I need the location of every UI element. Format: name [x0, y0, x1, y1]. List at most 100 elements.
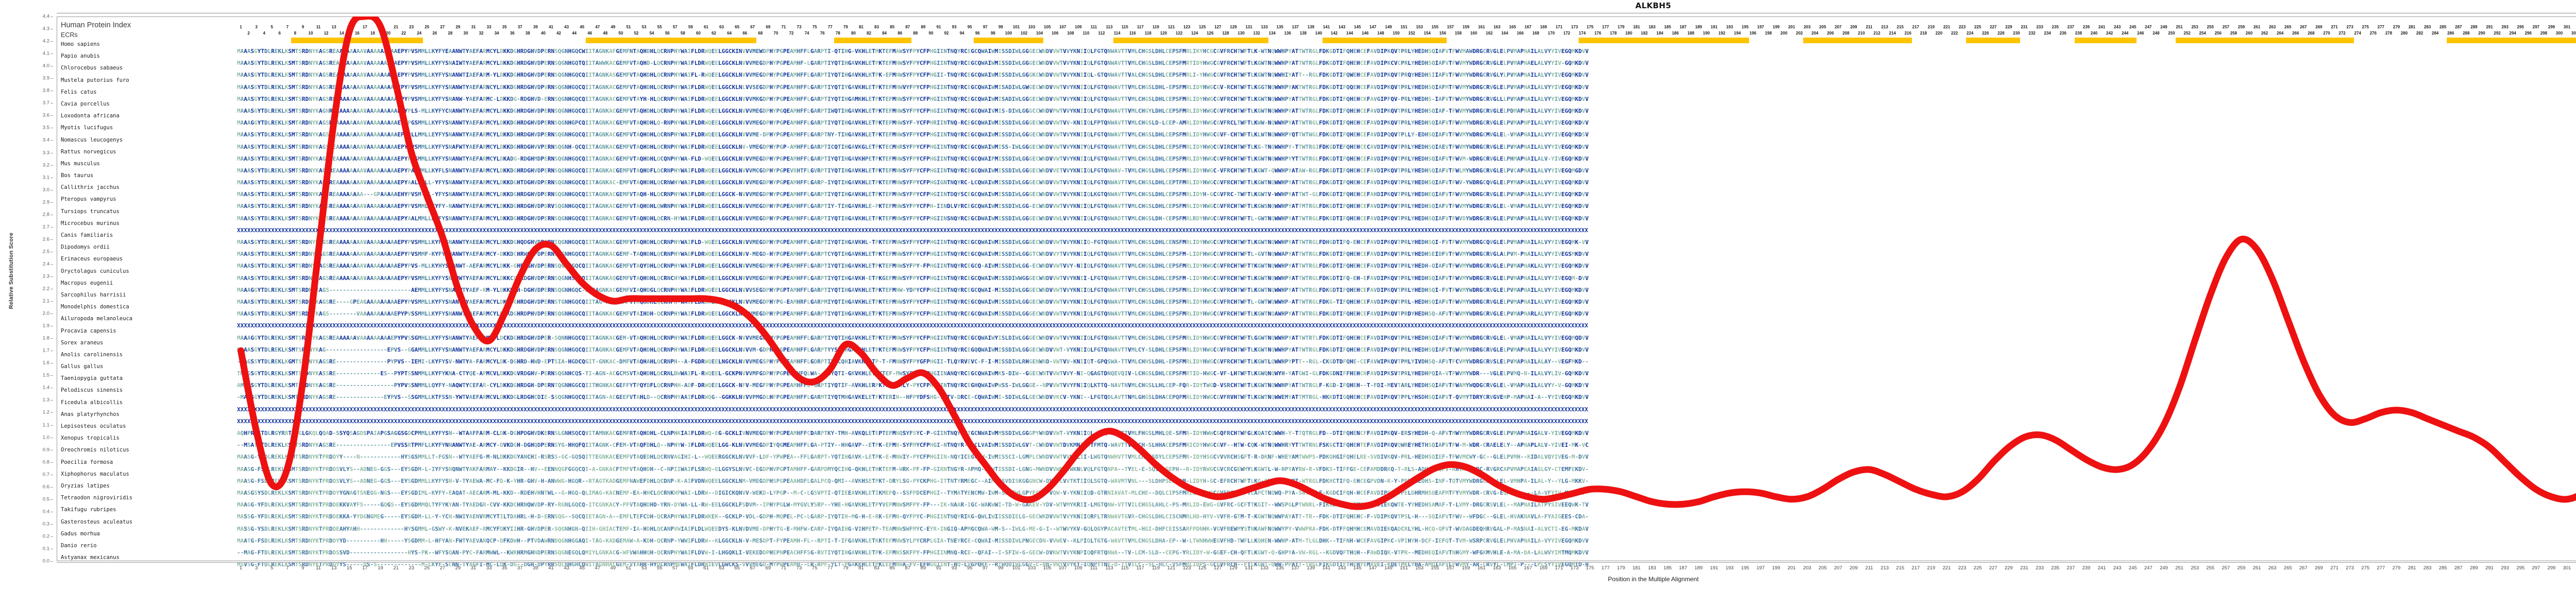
- residue-run: AT: [1292, 60, 1298, 66]
- residue-run: P: [408, 72, 411, 78]
- residue-run: T: [1298, 179, 1302, 186]
- species-label[interactable]: Bos taurus: [61, 170, 231, 182]
- species-label[interactable]: Pteropus vampyrus: [61, 194, 231, 205]
- y-tick-label: 2.6: [43, 236, 49, 242]
- species-label[interactable]: Pelodiscus sinensis: [61, 385, 231, 396]
- residue-run: R: [271, 203, 275, 210]
- residue-run: WTR: [1302, 48, 1312, 55]
- species-label[interactable]: Mustela putorius furo: [61, 75, 231, 86]
- residue-run: EA: [333, 131, 340, 138]
- species-label[interactable]: Microcebus murinus: [61, 218, 231, 230]
- species-label[interactable]: Rattus norvegicus: [61, 146, 231, 158]
- residue-run: G: [1210, 167, 1213, 174]
- species-label[interactable]: Oreochromis niloticus: [61, 444, 231, 456]
- residue-run: AL: [1537, 96, 1544, 102]
- species-label[interactable]: Poecilia formosa: [61, 457, 231, 468]
- residue-run: H: [861, 48, 865, 55]
- species-label[interactable]: Takifugu rubripes: [61, 504, 231, 516]
- species-label[interactable]: Monodelphis domestica: [61, 301, 231, 313]
- residue-run: RN: [548, 179, 554, 186]
- residue-run: T: [947, 144, 951, 150]
- residue-run: IN: [940, 155, 947, 162]
- residue-run: VME: [749, 155, 759, 162]
- species-label[interactable]: Oryctolagus cuniculus: [61, 266, 231, 277]
- species-label[interactable]: Cavia porcellus: [61, 98, 231, 110]
- residue-run: FLDR: [691, 60, 705, 66]
- species-label[interactable]: Gallus gallus: [61, 361, 231, 373]
- residue-run: RC: [960, 72, 967, 78]
- species-label[interactable]: Ficedula albicollis: [61, 397, 231, 409]
- residue-run: V: [534, 72, 537, 78]
- residue-run: V: [855, 155, 858, 162]
- residue-run: L: [425, 48, 428, 55]
- residue-run: FY: [438, 179, 445, 186]
- residue-run: C: [974, 179, 978, 186]
- species-label[interactable]: Chlorocebus sabaeus: [61, 62, 231, 74]
- species-label[interactable]: Oryzias latipes: [61, 480, 231, 492]
- residue-run: W: [681, 215, 684, 222]
- column-number: 156: [1439, 31, 1446, 36]
- species-label[interactable]: Taeniopygia guttata: [61, 373, 231, 385]
- species-label[interactable]: Mus musculus: [61, 158, 231, 170]
- species-label[interactable]: Xiphophorus maculatus: [61, 468, 231, 480]
- residue-run: PV: [1506, 48, 1513, 55]
- species-label[interactable]: Macropus eugenii: [61, 277, 231, 289]
- species-label[interactable]: Callithrix jacchus: [61, 182, 231, 194]
- residue-run: SM: [288, 60, 295, 66]
- residue-run: QH: [640, 144, 647, 150]
- species-label[interactable]: Papio anubis: [61, 50, 231, 62]
- species-label[interactable]: Myotis lucifugus: [61, 122, 231, 134]
- species-label[interactable]: Ailuropoda melanoleuca: [61, 313, 231, 325]
- residue-run: D: [510, 203, 514, 210]
- residue-run: T: [1237, 155, 1241, 162]
- residue-run: W: [681, 119, 684, 126]
- residue-run: E: [1353, 179, 1357, 186]
- residue-run: PE: [783, 72, 790, 78]
- residue-run: G: [810, 179, 814, 186]
- species-label[interactable]: Tursiops truncatus: [61, 206, 231, 218]
- residue-run: FY: [438, 119, 445, 126]
- residue-run: T: [947, 60, 951, 66]
- species-label[interactable]: Gadus morhua: [61, 528, 231, 540]
- species-label[interactable]: Anolis carolinensis: [61, 349, 231, 361]
- species-label[interactable]: Lepisosteus oculatus: [61, 421, 231, 432]
- species-label[interactable]: Canis familiaris: [61, 230, 231, 241]
- residue-run: -T: [1121, 167, 1128, 174]
- residue-run: YW: [1466, 84, 1472, 91]
- residue-run: RN: [548, 84, 554, 91]
- species-label[interactable]: Felis catus: [61, 86, 231, 98]
- species-label[interactable]: Xenopus tropicalis: [61, 432, 231, 444]
- residue-run: V: [1128, 108, 1131, 114]
- residue-run: A: [684, 72, 688, 78]
- species-label[interactable]: Sarcophilus harrisii: [61, 289, 231, 301]
- y-tick-label: 0.2: [43, 533, 49, 539]
- residue-run: I: [1193, 48, 1196, 55]
- residue-run: HP: [1281, 167, 1288, 174]
- residue-run: D: [537, 131, 541, 138]
- column-number: 25: [425, 25, 429, 29]
- residue-run: T: [872, 167, 875, 174]
- species-label[interactable]: Astyanax mexicanus: [61, 552, 231, 564]
- species-label[interactable]: Tetraodon nigroviridis: [61, 492, 231, 504]
- residue-run: YW: [1466, 179, 1472, 186]
- species-label[interactable]: Gasterosteus aculeatus: [61, 516, 231, 528]
- species-label[interactable]: Nomascus leucogenys: [61, 134, 231, 146]
- species-label[interactable]: Dipodomys ordii: [61, 241, 231, 253]
- residue-run: LS: [411, 108, 418, 114]
- species-label[interactable]: Homo sapiens: [61, 39, 231, 50]
- species-label[interactable]: Sorex araneus: [61, 337, 231, 349]
- residue-run: G: [810, 84, 814, 91]
- residue-run: A: [384, 179, 387, 186]
- species-label[interactable]: Procavia capensis: [61, 325, 231, 337]
- residue-run: G: [1210, 215, 1213, 222]
- residue-run: G: [1210, 108, 1213, 114]
- residue-run: G: [971, 119, 974, 126]
- species-label[interactable]: Loxodonta africana: [61, 110, 231, 122]
- residue-run: V: [1063, 144, 1066, 150]
- species-label[interactable]: Erinaceus europaeus: [61, 253, 231, 265]
- species-label[interactable]: Anas platyrhynchos: [61, 409, 231, 421]
- residue-run: V: [1585, 191, 1589, 198]
- species-label[interactable]: Danio rerio: [61, 540, 231, 552]
- column-number: 148: [1377, 31, 1384, 36]
- column-number: 56: [665, 31, 670, 36]
